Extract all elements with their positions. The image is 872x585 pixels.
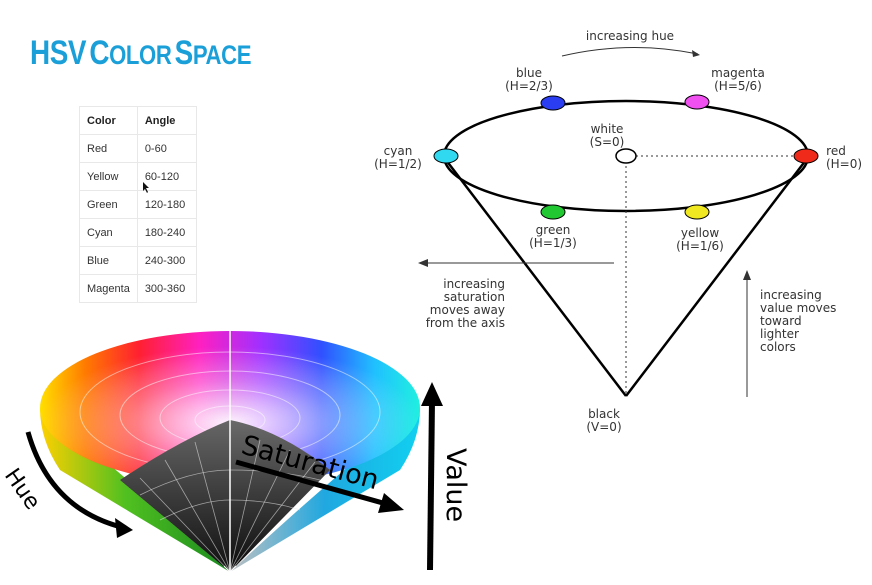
diagram-cone-right-edge xyxy=(625,159,807,397)
black-value: (V=0) xyxy=(586,420,621,434)
white-value: (S=0) xyxy=(590,135,625,149)
value-arrow xyxy=(427,399,435,571)
cone-grid xyxy=(139,439,321,573)
svg-text:moves away: moves away xyxy=(430,303,505,317)
value-arrow-head xyxy=(421,382,443,406)
title-word-color-rest: OLOR xyxy=(109,40,172,70)
green-value: (H=1/3) xyxy=(529,236,577,250)
saturation-note: increasing saturation moves away from th… xyxy=(426,277,505,330)
title-word-hsv: HSV xyxy=(30,34,87,72)
black-name: black xyxy=(588,407,620,421)
color-angle-table: Color Angle Red 0-60 Yellow 60-120 Green 12… xyxy=(79,106,197,303)
table-row: Green 120-180 xyxy=(79,190,197,219)
title-word-space-rest: PACE xyxy=(192,40,252,70)
table-cell-angle: 0-60 xyxy=(136,134,197,163)
page-title: HSV COLOR SPACE xyxy=(30,34,251,73)
table-cell-color: Red xyxy=(79,134,138,163)
svg-text:lighter: lighter xyxy=(760,327,799,341)
table-cell-color: Blue xyxy=(79,246,138,275)
table-cell-angle: 120-180 xyxy=(136,190,197,219)
table-cell-color: Yellow xyxy=(79,162,138,191)
svg-text:increasing: increasing xyxy=(443,277,505,291)
increasing-hue-label: increasing hue xyxy=(586,29,674,43)
svg-text:toward: toward xyxy=(760,314,802,328)
yellow-name: yellow xyxy=(681,226,719,240)
white-name: white xyxy=(591,122,624,136)
svg-text:value moves: value moves xyxy=(760,301,836,315)
hue-arrow xyxy=(25,431,126,531)
hue-arrow-head xyxy=(115,518,133,538)
point-magenta xyxy=(684,94,710,110)
point-yellow xyxy=(684,204,710,220)
blue-value: (H=2/3) xyxy=(505,79,553,93)
saturation-arrow-head xyxy=(378,493,404,513)
table-cell-angle: 240-300 xyxy=(136,246,197,275)
svg-text:saturation: saturation xyxy=(444,290,505,304)
title-word-color-cap: C xyxy=(89,34,110,72)
increasing-hue-arrow xyxy=(561,47,699,57)
point-white xyxy=(615,148,637,164)
red-value: (H=0) xyxy=(826,157,862,171)
table-row: Magenta 300-360 xyxy=(79,274,197,303)
cyan-value: (H=1/2) xyxy=(374,157,422,171)
svg-text:colors: colors xyxy=(760,340,796,354)
point-red xyxy=(793,148,819,164)
magenta-value: (H=5/6) xyxy=(714,79,762,93)
table-cell-angle: 180-240 xyxy=(136,218,197,247)
point-green xyxy=(540,204,566,220)
table-row: Red 0-60 xyxy=(79,134,197,163)
cyan-name: cyan xyxy=(384,144,413,158)
diagram-cone-left-edge xyxy=(445,159,627,397)
table-header-color: Color xyxy=(79,106,138,135)
red-name: red xyxy=(826,144,846,158)
magenta-name: magenta xyxy=(711,66,765,80)
yellow-value: (H=1/6) xyxy=(676,239,724,253)
title-word-space-cap: S xyxy=(174,34,194,72)
value-label: Value xyxy=(440,448,471,522)
point-blue xyxy=(540,95,566,111)
green-name: green xyxy=(536,223,571,237)
table-cell-color: Green xyxy=(79,190,138,219)
svg-text:from the axis: from the axis xyxy=(426,316,505,330)
cone-tip-sparkle xyxy=(222,565,238,580)
table-cell-color: Magenta xyxy=(79,274,138,303)
table-header-angle: Angle xyxy=(136,106,197,135)
point-cyan xyxy=(433,148,459,164)
table-row: Blue 240-300 xyxy=(79,246,197,275)
value-note: increasing value moves toward lighter co… xyxy=(760,288,836,354)
table-header-row: Color Angle xyxy=(79,106,197,135)
blue-name: blue xyxy=(516,66,542,80)
svg-text:increasing: increasing xyxy=(760,288,822,302)
saturation-arrow xyxy=(235,459,391,508)
table-cell-angle: 300-360 xyxy=(136,274,197,303)
